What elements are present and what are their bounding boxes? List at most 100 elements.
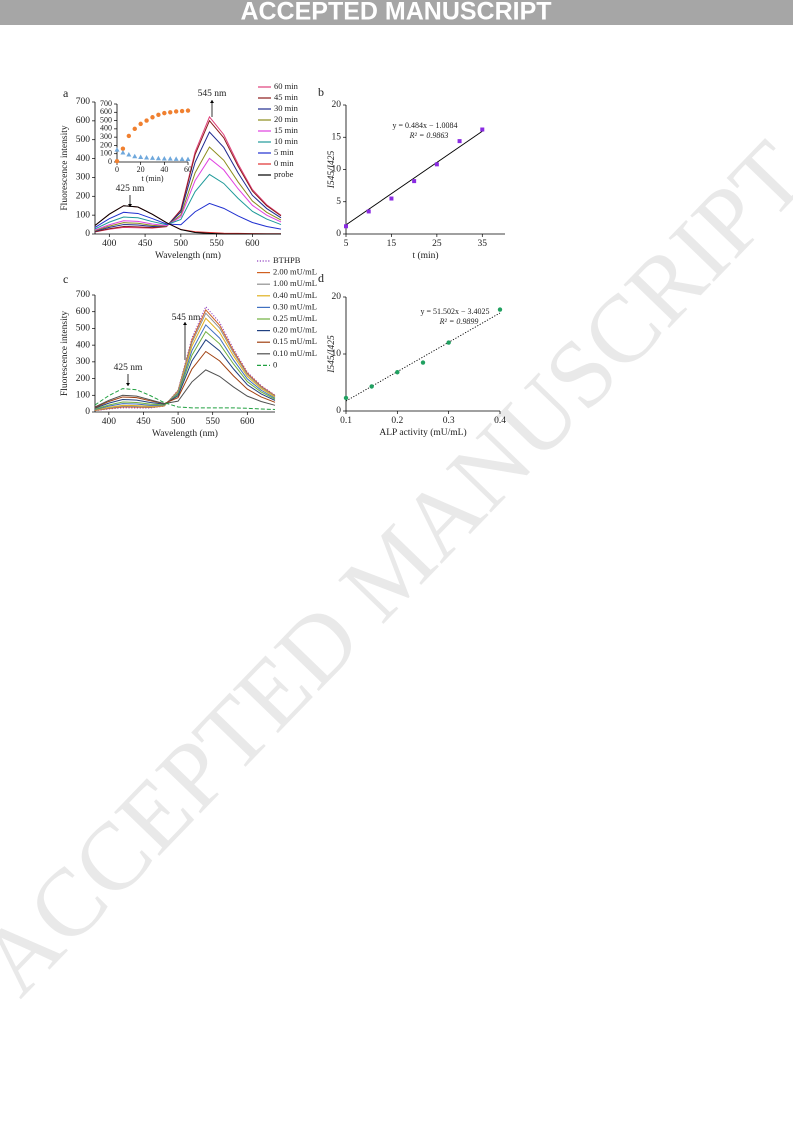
x-tick-label: 550 bbox=[206, 417, 221, 427]
point bbox=[114, 147, 120, 152]
legend-label: 0.20 mU/mL bbox=[273, 325, 317, 335]
point bbox=[155, 155, 161, 161]
point bbox=[179, 108, 185, 114]
x-tick-label: 20 bbox=[137, 165, 145, 174]
y-axis-label: I545/I425 bbox=[327, 151, 337, 190]
point bbox=[150, 115, 155, 120]
point bbox=[114, 158, 120, 164]
series-line bbox=[94, 205, 281, 235]
x-tick-label: 500 bbox=[171, 417, 186, 427]
legend-label: 0.25 mU/mL bbox=[273, 313, 317, 323]
point bbox=[369, 384, 374, 389]
inset-x-label: t (min) bbox=[142, 174, 164, 183]
fit-line bbox=[345, 312, 501, 402]
arrow-head bbox=[128, 204, 132, 207]
y-tick-label: 0 bbox=[336, 406, 341, 416]
equation: y = 51.502x − 3.4025 bbox=[420, 307, 489, 316]
x-axis-label: ALP activity (mU/mL) bbox=[379, 427, 466, 438]
r-squared: R² = 0.9899 bbox=[439, 317, 479, 326]
series-line bbox=[94, 146, 282, 232]
point bbox=[126, 133, 132, 139]
legend-label: BTHPB bbox=[273, 255, 301, 265]
point bbox=[132, 153, 138, 159]
legend-label: 5 min bbox=[274, 147, 294, 157]
watermark: ACCEPTED MANUSCRIPT bbox=[0, 121, 793, 1015]
series-line bbox=[94, 119, 282, 233]
panel-label: c bbox=[63, 272, 68, 286]
point bbox=[144, 118, 149, 123]
y-tick-label: 0 bbox=[85, 229, 90, 239]
arrow-head bbox=[183, 322, 187, 325]
legend-label: probe bbox=[274, 169, 294, 179]
y-tick-label: 5 bbox=[336, 197, 341, 207]
legend-label: 10 min bbox=[274, 136, 299, 146]
point bbox=[412, 179, 417, 184]
y-tick-label: 200 bbox=[76, 191, 91, 201]
y-tick-label: 400 bbox=[100, 124, 112, 133]
banner-text: ACCEPTED MANUSCRIPT bbox=[240, 0, 551, 26]
x-tick-label: 400 bbox=[102, 239, 117, 249]
y-tick-label: 20 bbox=[332, 100, 342, 110]
y-tick-label: 400 bbox=[76, 154, 91, 164]
legend-label: 20 min bbox=[274, 114, 299, 124]
y-axis-label: Fluorescence intensity bbox=[60, 311, 70, 396]
series-line bbox=[94, 157, 282, 231]
panel-label: b bbox=[318, 85, 324, 99]
point bbox=[138, 121, 143, 127]
point bbox=[185, 156, 191, 162]
point bbox=[497, 307, 503, 312]
y-tick-label: 400 bbox=[76, 340, 91, 350]
y-tick-label: 700 bbox=[76, 97, 91, 107]
point bbox=[120, 146, 126, 151]
series-line bbox=[94, 305, 276, 412]
r-squared: R² = 0.9863 bbox=[409, 131, 449, 140]
x-tick-label: 0.4 bbox=[494, 416, 506, 426]
legend-label: 0.15 mU/mL bbox=[273, 336, 317, 346]
series-line bbox=[94, 205, 281, 235]
y-tick-label: 600 bbox=[76, 116, 91, 126]
legend-label: 30 min bbox=[274, 103, 299, 113]
x-tick-label: 500 bbox=[174, 239, 189, 249]
point bbox=[179, 156, 185, 162]
legend-label: 0 min bbox=[274, 158, 294, 168]
equation: y = 0.484x − 1.0084 bbox=[392, 121, 457, 130]
x-tick-label: 35 bbox=[478, 239, 488, 249]
point bbox=[173, 109, 179, 114]
point bbox=[120, 149, 126, 155]
series-line bbox=[94, 202, 282, 230]
legend-label: 2.00 mU/mL bbox=[273, 267, 317, 277]
point bbox=[366, 209, 371, 214]
y-tick-label: 300 bbox=[76, 173, 91, 183]
point bbox=[138, 154, 144, 160]
point bbox=[185, 108, 191, 113]
y-tick-label: 700 bbox=[76, 290, 91, 300]
legend-label: 0 bbox=[273, 359, 277, 369]
y-tick-label: 200 bbox=[76, 374, 91, 384]
x-tick-label: 450 bbox=[136, 417, 151, 427]
annotation: 545 nm bbox=[198, 89, 227, 99]
point bbox=[389, 196, 394, 201]
point bbox=[446, 340, 451, 345]
x-tick-label: 0.2 bbox=[391, 416, 403, 426]
arrow-head bbox=[210, 100, 214, 103]
x-tick-label: 40 bbox=[160, 165, 168, 174]
point bbox=[480, 127, 485, 132]
series-line bbox=[94, 115, 282, 233]
y-axis-label: I545/I425 bbox=[327, 335, 337, 374]
point bbox=[156, 112, 161, 117]
point bbox=[457, 139, 462, 144]
arrow-head bbox=[126, 383, 130, 386]
point bbox=[344, 224, 348, 229]
banner bbox=[0, 0, 793, 25]
point bbox=[173, 156, 179, 161]
legend-label: 0.30 mU/mL bbox=[273, 301, 317, 311]
y-tick-label: 20 bbox=[332, 292, 342, 302]
panel-label: a bbox=[63, 86, 69, 100]
x-tick-label: 15 bbox=[387, 239, 397, 249]
x-tick-label: 450 bbox=[138, 239, 153, 249]
y-tick-label: 500 bbox=[76, 135, 91, 145]
legend-label: 45 min bbox=[274, 92, 299, 102]
point bbox=[126, 152, 132, 157]
x-axis-label: t (min) bbox=[412, 250, 438, 261]
